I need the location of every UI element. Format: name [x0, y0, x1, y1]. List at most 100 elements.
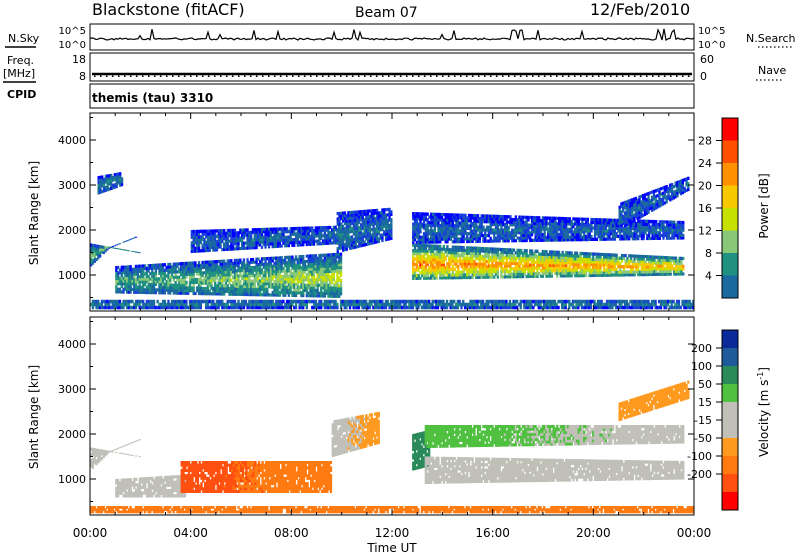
- range-gate-cell: [572, 235, 575, 239]
- nave-dot: [172, 75, 174, 77]
- range-gate-cell: [538, 258, 541, 262]
- range-gate-cell: [413, 214, 417, 218]
- range-gate-cell: [372, 227, 375, 231]
- range-gate-cell: [575, 254, 579, 258]
- range-gate-cell: [475, 249, 478, 253]
- range-gate-cell: [624, 262, 627, 266]
- range-gate-cell: [484, 217, 487, 221]
- range-gate-cell: [91, 254, 95, 258]
- range-gate-cell: [595, 271, 598, 275]
- range-gate-cell: [507, 231, 510, 235]
- range-gate-cell: [446, 262, 449, 266]
- range-gate-cell: [606, 234, 609, 238]
- range-gate-cell: [527, 259, 530, 263]
- range-gate-cell: [117, 265, 120, 270]
- range-gate-cell: [599, 226, 602, 230]
- range-gate-cell: [124, 268, 127, 272]
- range-gate-cell: [217, 273, 220, 277]
- range-gate-cell: [604, 232, 607, 236]
- range-gate-cell: [419, 217, 422, 221]
- range-gate-cell: [610, 259, 613, 263]
- range-gate-cell: [541, 219, 544, 223]
- range-gate-cell: [136, 269, 139, 273]
- range-gate-cell: [523, 251, 526, 255]
- range-gate-cell: [115, 181, 118, 186]
- range-gate-cell: [239, 228, 242, 232]
- range-gate-cell: [280, 274, 283, 279]
- range-gate-cell: [350, 243, 354, 247]
- range-gate-cell: [323, 283, 326, 287]
- range-gate-cell: [181, 272, 184, 276]
- range-gate-cell: [99, 245, 102, 249]
- range-gate-cell: [478, 222, 481, 226]
- range-gate-cell: [248, 276, 251, 281]
- nave-dot: [226, 75, 228, 77]
- range-gate-cell: [446, 213, 449, 217]
- range-gate-cell: [617, 256, 620, 260]
- range-gate-cell: [365, 218, 368, 222]
- range-gate-cell: [255, 233, 258, 237]
- nave-dot: [166, 75, 168, 77]
- range-gate-cell: [246, 241, 249, 245]
- range-gate-cell: [312, 278, 316, 282]
- range-gate-cell: [147, 291, 150, 295]
- range-gate-cell: [417, 254, 420, 258]
- range-gate-cell: [110, 186, 113, 190]
- range-gate-cell: [325, 283, 328, 287]
- range-gate-cell: [354, 234, 357, 238]
- range-gate-cell: [160, 271, 163, 275]
- range-gate-cell: [237, 287, 240, 291]
- range-gate-cell: [439, 268, 442, 272]
- range-gate-cell: [275, 227, 278, 231]
- range-gate-cell: [484, 249, 487, 253]
- nave-dot: [142, 75, 144, 77]
- range-gate-cell: [424, 257, 427, 261]
- range-gate-cell: [347, 211, 350, 215]
- range-gate-cell: [581, 238, 584, 242]
- range-gate-cell: [559, 253, 562, 257]
- range-gate-cell: [449, 224, 453, 228]
- range-gate-cell: [541, 224, 544, 228]
- range-gate-cell: [282, 241, 285, 245]
- range-gate-cell: [505, 253, 508, 257]
- range-gate-cell: [545, 238, 548, 242]
- range-gate-cell: [653, 266, 656, 271]
- range-gate-cell: [349, 222, 352, 226]
- range-gate-cell: [440, 252, 444, 256]
- range-gate-cell: [365, 223, 368, 227]
- range-gate-cell: [629, 257, 633, 261]
- range-gate-cell: [471, 257, 474, 261]
- range-gate-cell: [496, 217, 499, 221]
- range-gate-cell: [275, 261, 278, 265]
- range-gate-cell: [572, 259, 575, 264]
- nave-tick-top: 60: [700, 53, 714, 66]
- range-gate-cell: [339, 286, 343, 290]
- range-gate-cell: [521, 228, 525, 232]
- range-gate-cell: [592, 271, 595, 275]
- range-gate-cell: [491, 228, 494, 232]
- range-gate-cell: [664, 258, 667, 263]
- range-gate-cell: [372, 222, 375, 226]
- range-gate-cell: [615, 259, 618, 263]
- range-gate-cell: [581, 222, 584, 226]
- range-gate-cell: [372, 241, 375, 245]
- range-gate-cell: [309, 288, 312, 293]
- range-gate-cell: [597, 229, 600, 233]
- range-gate-cell: [302, 229, 305, 233]
- range-gate-cell: [431, 276, 435, 280]
- range-gate-cell: [239, 290, 242, 294]
- range-gate-cell: [415, 276, 418, 280]
- range-gate-cell: [356, 213, 359, 217]
- range-gate-cell: [473, 254, 476, 258]
- range-gate-cell: [174, 270, 177, 274]
- range-gate-cell: [302, 260, 305, 264]
- range-gate-cell: [440, 229, 444, 233]
- range-gate-cell: [602, 268, 606, 272]
- range-gate-cell: [330, 280, 334, 284]
- range-gate-cell: [539, 230, 543, 234]
- range-gate-cell: [584, 257, 588, 261]
- range-gate-cell: [289, 269, 292, 273]
- range-gate-cell: [502, 231, 505, 235]
- range-gate-cell: [435, 271, 438, 275]
- range-gate-cell: [493, 250, 496, 254]
